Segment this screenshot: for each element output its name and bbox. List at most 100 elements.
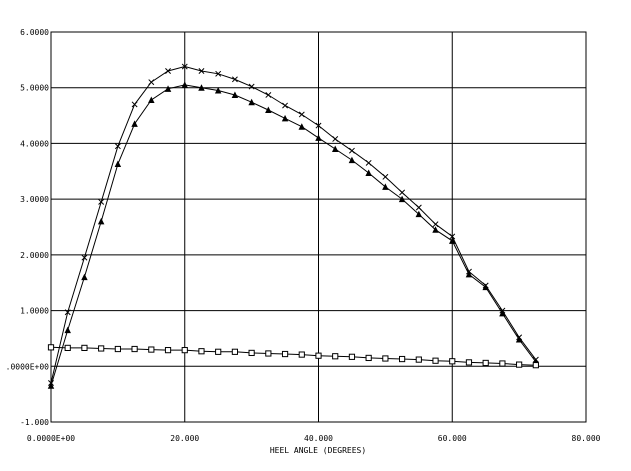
- triangle-marker: [198, 84, 205, 91]
- x-marker: [98, 198, 105, 205]
- y-tick-label: 1.0000: [20, 307, 49, 316]
- x-marker: [114, 143, 121, 150]
- x-marker: [215, 70, 222, 77]
- x-tick-label: 80.000: [572, 434, 601, 443]
- square-marker: [415, 356, 422, 363]
- triangle-marker: [331, 145, 339, 152]
- x-marker: [382, 173, 389, 180]
- square-marker: [499, 360, 506, 367]
- x-tick-label: 40.000: [304, 434, 333, 443]
- triangle-marker: [131, 120, 138, 127]
- square-marker: [131, 345, 138, 353]
- series-group: [47, 63, 540, 389]
- y-tick-label: .0000E+00: [6, 362, 50, 371]
- square-marker: [47, 344, 55, 351]
- square-marker: [315, 352, 322, 359]
- triangle-marker: [164, 85, 172, 92]
- triangle-marker: [398, 195, 406, 203]
- x-marker: [148, 79, 155, 86]
- series-line: [50, 84, 537, 386]
- x-tick-label: 0.0000E+00: [27, 434, 75, 443]
- triangle-marker: [482, 283, 489, 291]
- y-tick-label: 3.0000: [20, 195, 49, 204]
- square-marker: [248, 349, 255, 357]
- x-tick-label: 60.000: [438, 434, 467, 443]
- square-marker: [281, 350, 289, 358]
- square-marker: [432, 357, 439, 364]
- triangle-marker: [499, 309, 506, 317]
- square-marker: [398, 355, 406, 363]
- triangle-marker: [47, 382, 55, 389]
- series-x: [48, 63, 539, 386]
- x-marker: [198, 68, 205, 74]
- series-triangle: [47, 81, 540, 389]
- x-marker: [365, 159, 372, 166]
- x-marker: [181, 63, 188, 70]
- square-marker: [148, 346, 155, 353]
- series-line: [50, 65, 537, 384]
- x-marker: [165, 68, 171, 74]
- x-marker: [315, 122, 322, 129]
- square-marker: [98, 345, 105, 352]
- square-marker: [64, 344, 71, 351]
- square-marker: [81, 344, 88, 351]
- y-tick-label: 5.0000: [20, 84, 49, 93]
- square-marker: [114, 345, 121, 353]
- triangle-marker: [382, 183, 389, 190]
- square-marker: [164, 347, 172, 354]
- x-marker: [131, 101, 138, 108]
- y-tick-labels: 6.0000 5.0000 4.0000 3.0000 2.0000 1.0000 .000…: [6, 28, 50, 427]
- square-marker: [516, 361, 523, 368]
- triangle-marker: [432, 226, 439, 233]
- square-marker: [215, 348, 222, 355]
- triangle-marker: [248, 98, 255, 106]
- x-marker: [81, 254, 88, 261]
- square-marker: [181, 347, 188, 354]
- x-tick-label: 20.000: [170, 434, 199, 443]
- x-axis-label: HEEL ANGLE (DEGREES): [270, 446, 366, 455]
- square-marker: [332, 353, 339, 360]
- triangle-marker: [231, 91, 239, 98]
- x-marker: [348, 147, 355, 154]
- square-marker: [465, 359, 473, 366]
- square-marker: [265, 350, 272, 357]
- square-marker: [231, 348, 239, 355]
- x-marker: [432, 221, 439, 228]
- triangle-marker: [64, 326, 71, 334]
- square-marker: [449, 358, 456, 365]
- y-tick-label: 6.0000: [20, 28, 49, 37]
- series-square: [47, 344, 539, 369]
- triangle-marker: [298, 123, 306, 130]
- triangle-marker: [315, 134, 322, 141]
- x-marker: [449, 233, 456, 240]
- x-tick-labels: 0.0000E+00 20.000 40.000 60.000 80.000: [27, 434, 601, 443]
- triangle-marker: [281, 114, 289, 122]
- triangle-marker: [148, 96, 155, 103]
- triangle-marker: [214, 87, 222, 94]
- y-tick-label: 2.0000: [20, 251, 49, 260]
- x-marker: [399, 189, 406, 196]
- x-marker: [248, 83, 255, 90]
- x-marker: [231, 76, 238, 83]
- triangle-marker: [265, 106, 272, 113]
- x-marker: [265, 92, 272, 98]
- x-marker: [332, 136, 339, 142]
- triangle-marker: [365, 169, 372, 176]
- x-marker: [282, 102, 289, 109]
- square-marker: [382, 355, 389, 362]
- x-marker: [415, 204, 422, 211]
- square-marker: [365, 354, 372, 362]
- grid: [50, 31, 587, 423]
- x-marker: [64, 309, 71, 316]
- triangle-marker: [449, 237, 456, 244]
- triangle-marker: [81, 273, 88, 281]
- triangle-marker: [97, 217, 105, 225]
- triangle-marker: [348, 156, 356, 164]
- square-marker: [482, 359, 489, 367]
- triangle-marker: [515, 336, 523, 343]
- triangle-marker: [114, 160, 122, 168]
- triangle-marker: [415, 210, 423, 218]
- square-marker: [298, 351, 305, 358]
